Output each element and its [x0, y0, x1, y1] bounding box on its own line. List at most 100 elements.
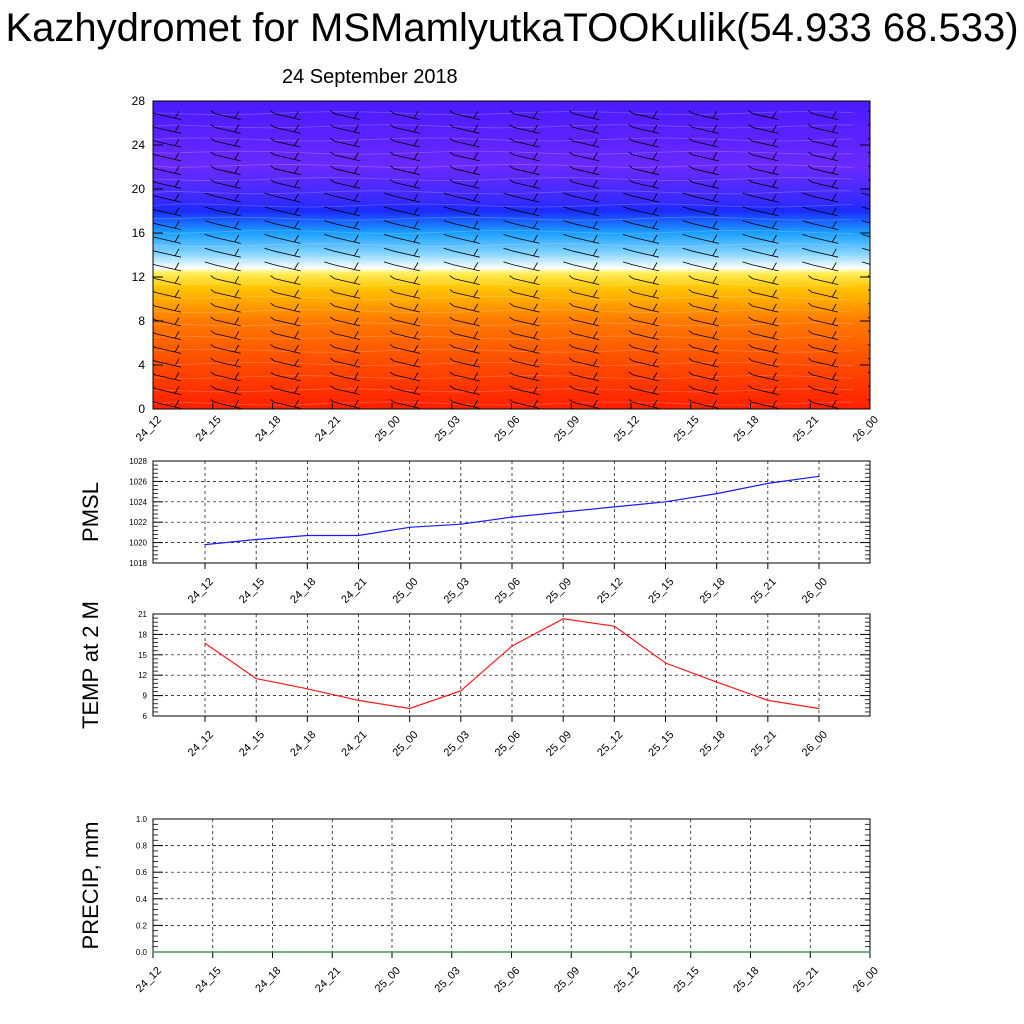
x-tick-label: 25_09 — [552, 414, 582, 444]
wind-barb — [204, 261, 241, 272]
wind-barb — [867, 357, 870, 361]
temp-y-tick-label: 9 — [143, 692, 148, 701]
wind-barb — [270, 151, 301, 162]
temp-point — [562, 618, 564, 620]
wind-barb — [802, 247, 839, 258]
wind-barb — [808, 289, 839, 299]
pmsl-x-tick-label: 25_03 — [442, 576, 472, 606]
wind-barb — [449, 165, 480, 176]
wind-barb — [628, 275, 660, 285]
wind-barb — [153, 303, 182, 313]
wind-barb — [210, 330, 241, 340]
temp-y-tick-label: 15 — [138, 651, 147, 660]
temp-point — [818, 707, 820, 710]
wind-barb — [622, 234, 660, 244]
wind-barb — [628, 371, 660, 382]
wind-barb — [210, 179, 241, 189]
wind-barb — [628, 399, 660, 409]
wind-barb — [628, 330, 660, 340]
pmsl-x-tick-label: 25_00 — [390, 576, 420, 606]
wind-barb — [389, 137, 421, 148]
wind-barb — [563, 247, 600, 258]
wind-barb — [270, 385, 301, 395]
wind-barb — [153, 399, 182, 409]
wind-barb — [808, 137, 839, 148]
wind-barb — [748, 110, 779, 120]
wind-barb — [389, 275, 421, 285]
wind-barb — [808, 344, 839, 354]
wind-barb — [204, 192, 241, 203]
wind-barb — [204, 247, 241, 258]
wind-barb — [867, 165, 870, 168]
wind-barb — [861, 206, 870, 210]
wind-barb — [210, 357, 241, 368]
wind-barb — [153, 386, 182, 395]
wind-barb — [742, 247, 779, 258]
precip-y-tick-label: 0.4 — [136, 895, 148, 904]
precip-point — [630, 951, 632, 953]
wind-barb — [688, 110, 719, 120]
temp-point — [716, 681, 718, 683]
temp-x-tick-label: 25_12 — [595, 729, 625, 759]
wind-barb — [808, 399, 839, 409]
pmsl-axis-label: PMSL — [78, 482, 103, 542]
wind-barb — [264, 247, 301, 258]
precip-x-tick-label: 25_21 — [791, 965, 821, 995]
pmsl-x-tick-label: 24_12 — [186, 576, 216, 606]
precip-point — [570, 951, 572, 953]
wind-barb — [509, 110, 540, 120]
temp-x-tick-label: 25_15 — [646, 729, 676, 759]
wind-barb — [867, 179, 870, 182]
wind-barb — [509, 316, 540, 327]
wind-barb — [569, 151, 600, 162]
wind-barb — [324, 206, 361, 217]
wind-barb — [389, 344, 421, 354]
wind-barb — [383, 192, 421, 203]
precip-x-tick-label: 24_21 — [313, 965, 343, 995]
wind-barb — [808, 357, 839, 368]
wind-barb — [389, 330, 421, 340]
wind-barb — [802, 234, 839, 244]
wind-barb — [389, 385, 421, 395]
wind-barb — [330, 151, 361, 162]
contour-line — [153, 269, 854, 274]
wind-barb — [569, 399, 600, 409]
wind-barb — [808, 124, 839, 134]
wind-barb — [569, 124, 600, 134]
wind-barb — [324, 192, 361, 203]
pmsl-point — [716, 493, 718, 495]
temp-x-tick-label: 26_00 — [800, 729, 830, 759]
wind-barb — [563, 220, 600, 230]
wind-barb — [449, 302, 480, 313]
temp-point — [204, 642, 206, 644]
precip-panel: 0.0 0.2 0.4 0.6 0.8 1.0 24_12 24_15 24_18 24_21 25… — [78, 815, 881, 995]
wind-barb — [682, 206, 719, 217]
wind-barb — [688, 302, 719, 313]
wind-barb — [682, 247, 719, 258]
wind-barb — [748, 151, 779, 162]
wind-barb — [324, 261, 361, 272]
wind-barb — [330, 289, 361, 299]
wind-barb — [688, 275, 719, 285]
pmsl-point — [613, 506, 615, 508]
precip-point — [331, 951, 333, 953]
wind-barb — [563, 192, 600, 203]
chart-subtitle: 24 September 2018 — [282, 66, 458, 88]
wind-barb — [688, 385, 719, 395]
wind-barb — [748, 302, 779, 313]
x-tick-label: 25_18 — [731, 414, 761, 444]
wind-barb — [330, 302, 361, 313]
wind-barb — [443, 261, 480, 272]
wind-barb — [628, 165, 660, 176]
wind-barb — [509, 399, 540, 409]
wind-barb — [383, 220, 421, 230]
x-tick-label: 24_21 — [313, 414, 343, 444]
heatmap-fill — [153, 101, 870, 409]
contour-line — [153, 388, 854, 393]
wind-barb — [389, 151, 421, 162]
wind-barb — [688, 165, 719, 176]
wind-barb — [509, 302, 540, 313]
x-tick-label: 25_00 — [373, 414, 403, 444]
wind-barb — [443, 192, 480, 203]
x-tick-label: 25_06 — [492, 414, 522, 444]
